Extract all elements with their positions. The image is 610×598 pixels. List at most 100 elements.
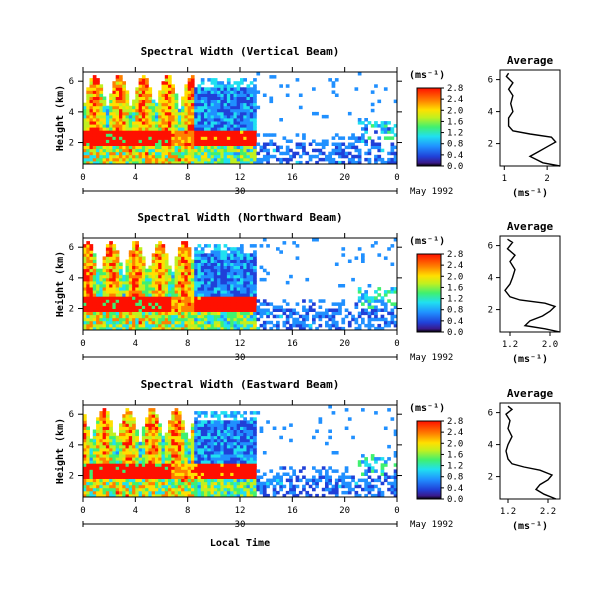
heatmap-cell xyxy=(161,438,166,443)
heatmap-cell xyxy=(354,320,359,325)
heatmap-cell xyxy=(128,250,133,254)
heatmap-cell xyxy=(246,326,251,331)
heatmap-cell xyxy=(158,247,162,251)
heatmap-cell xyxy=(86,296,90,300)
heatmap-cell xyxy=(387,247,391,251)
heatmap-cell xyxy=(171,432,175,437)
heatmap-cell xyxy=(138,93,143,97)
heatmap-cell xyxy=(148,478,153,483)
heatmap-cell xyxy=(138,280,143,285)
heatmap-cell xyxy=(184,463,189,467)
heatmap-cell xyxy=(223,84,228,88)
heatmap-cell xyxy=(141,124,146,128)
heatmap-cell xyxy=(168,154,172,159)
x-tick-label: 4 xyxy=(133,339,138,349)
heatmap-cell xyxy=(99,481,104,486)
heatmap-cell xyxy=(122,426,126,430)
heatmap-cell xyxy=(96,99,100,104)
heatmap-cell xyxy=(187,145,192,150)
heatmap-cell xyxy=(115,280,120,285)
heatmap-cell xyxy=(347,142,352,146)
heatmap-cell xyxy=(109,311,113,316)
heatmap-cell xyxy=(184,308,189,312)
average-x-label: (ms⁻¹) xyxy=(512,188,548,199)
heatmap-cell xyxy=(253,142,257,146)
heatmap-cell xyxy=(243,277,247,282)
colorbar-unit: (ms⁻¹) xyxy=(409,236,445,247)
heatmap-cell xyxy=(177,493,182,498)
heatmap-cell xyxy=(217,277,221,282)
heatmap-cell xyxy=(119,287,123,291)
heatmap-cell xyxy=(243,432,247,437)
heatmap-cell xyxy=(161,121,166,125)
heatmap-cell xyxy=(253,296,257,300)
heatmap-cell xyxy=(112,280,117,285)
heatmap-cell xyxy=(197,438,202,443)
heatmap-cell xyxy=(253,280,257,285)
heatmap-cell xyxy=(217,124,221,128)
heatmap-cell xyxy=(119,326,123,331)
heatmap-cell xyxy=(105,160,110,165)
heatmap-cell xyxy=(213,268,218,273)
heatmap-cell xyxy=(86,287,90,291)
heatmap-cell xyxy=(105,490,110,495)
heatmap-cell xyxy=(285,472,290,476)
heatmap-cell xyxy=(217,250,221,254)
heatmap-cell xyxy=(328,78,332,82)
heatmap-cell xyxy=(96,314,100,319)
heatmap-cell xyxy=(135,99,139,104)
heatmap-cell xyxy=(174,481,179,486)
heatmap-cell xyxy=(122,299,126,303)
heatmap-cell xyxy=(135,148,139,153)
heatmap-cell xyxy=(194,317,198,322)
heatmap-cell xyxy=(168,293,172,297)
heatmap-cell xyxy=(112,157,117,162)
heatmap-cell xyxy=(141,314,146,319)
heatmap-cell xyxy=(341,475,346,479)
heatmap-cell xyxy=(334,160,339,165)
heatmap-cell xyxy=(387,136,391,140)
heatmap-cell xyxy=(305,314,310,319)
heatmap-cell xyxy=(204,105,208,110)
heatmap-cell xyxy=(253,118,257,122)
heatmap-cell xyxy=(184,314,189,319)
heatmap-cell xyxy=(96,114,100,119)
heatmap-cell xyxy=(200,441,205,446)
heatmap-cell xyxy=(181,151,185,156)
heatmap-cell xyxy=(171,463,175,467)
heatmap-cell xyxy=(334,142,339,146)
heatmap-cell xyxy=(171,108,175,113)
heatmap-cell xyxy=(200,460,205,464)
heatmap-cell xyxy=(253,314,257,319)
heatmap-cell xyxy=(233,457,238,461)
heatmap-cell xyxy=(112,160,117,165)
heatmap-cell xyxy=(115,96,120,100)
heatmap-cell xyxy=(259,490,264,495)
heatmap-cell xyxy=(161,490,166,495)
heatmap-cell xyxy=(334,469,339,473)
heatmap-cell xyxy=(213,326,218,331)
heatmap-cell xyxy=(217,460,221,464)
heatmap-cell xyxy=(83,293,87,297)
heatmap-cell xyxy=(99,302,104,306)
heatmap-cell xyxy=(83,414,87,418)
heatmap-cell xyxy=(240,268,244,273)
heatmap-cell xyxy=(141,108,146,113)
heatmap-cell xyxy=(112,111,117,116)
heatmap-cell xyxy=(272,475,277,479)
heatmap-cell xyxy=(230,487,234,492)
heatmap-cell xyxy=(168,157,172,162)
heatmap-cell xyxy=(171,139,175,143)
heatmap-cell xyxy=(253,469,257,473)
heatmap-cell xyxy=(226,451,231,455)
heatmap-cell xyxy=(223,274,228,279)
heatmap-cell xyxy=(197,148,202,153)
heatmap-cell xyxy=(197,429,202,433)
heatmap-cell xyxy=(151,259,156,263)
heatmap-cell xyxy=(217,451,221,455)
heatmap-cell xyxy=(181,277,185,282)
heatmap-cell xyxy=(181,148,185,153)
heatmap-cell xyxy=(92,466,97,470)
heatmap-cell xyxy=(253,157,257,162)
heatmap-cell xyxy=(105,426,110,430)
